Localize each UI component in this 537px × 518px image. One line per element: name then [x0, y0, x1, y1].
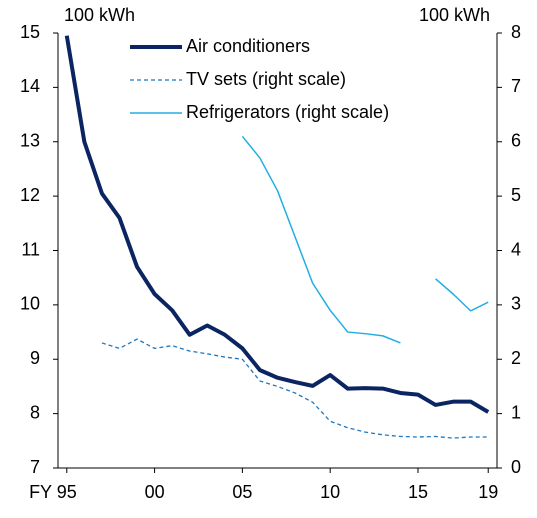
x-tick-label: 00	[145, 482, 165, 502]
series-line	[241, 135, 489, 344]
legend-label: Refrigerators (right scale)	[186, 102, 389, 122]
y2-axis-unit: 100 kWh	[419, 5, 490, 25]
y-tick-label: 13	[20, 131, 40, 151]
y2-tick-label: 5	[511, 185, 521, 205]
y2-tick-label: 0	[511, 457, 521, 477]
y-tick-label: 12	[20, 185, 40, 205]
x-tick-label: 05	[232, 482, 252, 502]
series-line	[64, 35, 490, 414]
y-tick-label: 7	[30, 457, 40, 477]
y-tick-label: 8	[30, 402, 40, 422]
y2-tick-label: 8	[511, 22, 521, 42]
legend-label: TV sets (right scale)	[186, 69, 346, 89]
y2-tick-label: 6	[511, 131, 521, 151]
y-tick-label: 9	[30, 348, 40, 368]
y2-tick-label: 3	[511, 294, 521, 314]
y-tick-label: 14	[20, 76, 40, 96]
x-tick-label: FY 95	[29, 482, 77, 502]
y2-tick-label: 1	[511, 402, 521, 422]
y2-tick-label: 4	[511, 239, 521, 259]
y-tick-label: 15	[20, 22, 40, 42]
x-tick-label: 10	[320, 482, 340, 502]
series-line	[101, 338, 489, 439]
y2-tick-label: 2	[511, 348, 521, 368]
y2-tick-label: 7	[511, 76, 521, 96]
y-axis-unit: 100 kWh	[64, 5, 135, 25]
y-tick-label: 11	[21, 239, 40, 259]
legend-label: Air conditioners	[186, 36, 310, 56]
x-tick-label: 15	[408, 482, 428, 502]
x-tick-label: 19	[478, 482, 498, 502]
y-tick-label: 10	[20, 294, 40, 314]
